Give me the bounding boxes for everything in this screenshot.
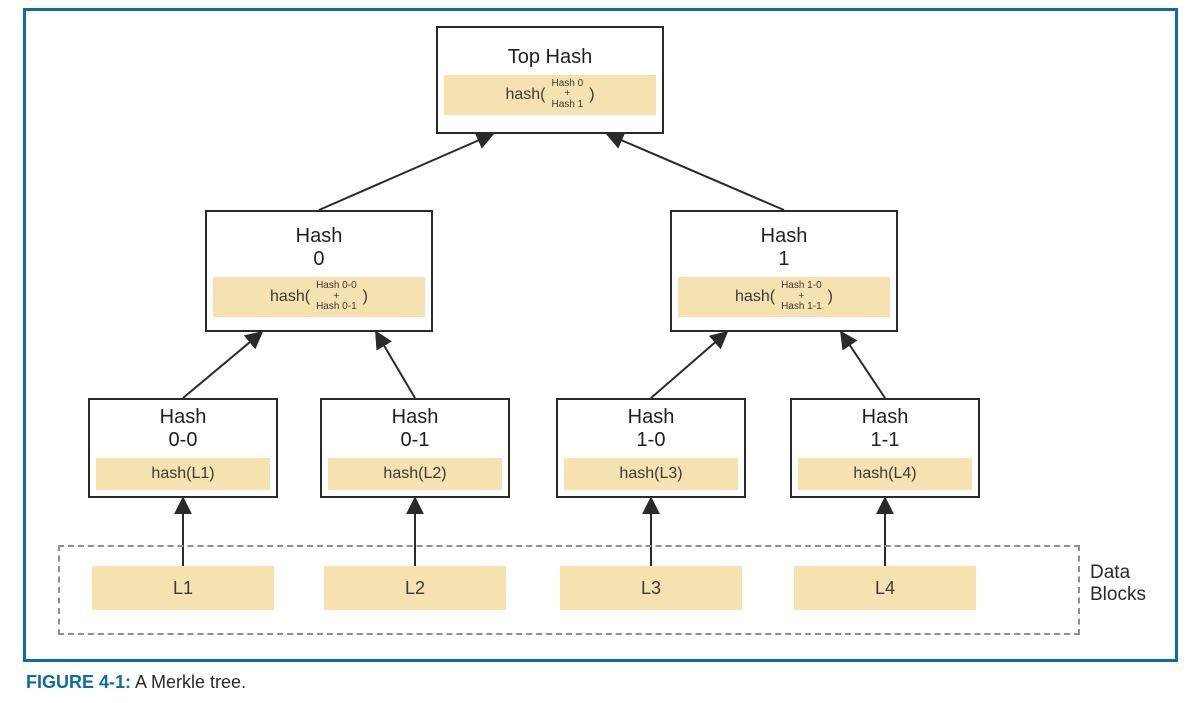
merkle-tree-diagram: Top Hash hash( Hash 0 + Hash 1) Hash 0 hash(… <box>0 0 1200 703</box>
leaf-block-L4: L4 <box>794 566 976 610</box>
leaf-block-L2: L2 <box>324 566 506 610</box>
leaf-label: L3 <box>641 578 661 599</box>
hash-inner: Hash 1-0 + Hash 1-1 <box>781 281 822 313</box>
node-title: Hash 0-0 <box>160 406 207 452</box>
node-h0: Hash 0 hash( Hash 0-0 + Hash 0-1) <box>205 210 433 332</box>
figure-caption-prefix: FIGURE 4-1: <box>26 672 131 692</box>
edge-h1-top <box>607 134 784 210</box>
leaf-label: L1 <box>173 578 193 599</box>
node-h11: Hash 1-1 hash(L4) <box>790 398 980 498</box>
node-title: Top Hash <box>508 46 593 69</box>
leaf-block-L3: L3 <box>560 566 742 610</box>
node-title: Hash 0 <box>296 225 343 271</box>
edge-h01-h0 <box>376 332 415 398</box>
page: Top Hash hash( Hash 0 + Hash 1) Hash 0 hash(… <box>0 0 1200 703</box>
node-top: Top Hash hash( Hash 0 + Hash 1) <box>436 26 664 134</box>
hash-text: hash(L3) <box>619 465 682 483</box>
hash-box: hash(L3) <box>564 458 738 490</box>
node-h1: Hash 1 hash( Hash 1-0 + Hash 1-1) <box>670 210 898 332</box>
node-title: Hash 1-1 <box>862 406 909 452</box>
data-blocks-label: Data Blocks <box>1090 562 1146 606</box>
hash-left: hash( <box>505 86 545 104</box>
leaf-label: L4 <box>875 578 895 599</box>
leaf-label: L2 <box>405 578 425 599</box>
hash-box: hash(L4) <box>798 458 972 490</box>
figure-caption-text: A Merkle tree. <box>131 672 246 692</box>
node-title: Hash 1 <box>761 225 808 271</box>
edge-h0-top <box>319 134 493 210</box>
edge-h10-h1 <box>651 332 727 398</box>
hash-box: hash( Hash 1-0 + Hash 1-1) <box>678 277 890 317</box>
hash-left: hash( <box>270 288 310 306</box>
hash-box: hash( Hash 0 + Hash 1) <box>444 75 656 115</box>
hash-box: hash(L1) <box>96 458 270 490</box>
node-h00: Hash 0-0 hash(L1) <box>88 398 278 498</box>
hash-text: hash(L2) <box>383 465 446 483</box>
hash-right: ) <box>589 86 594 104</box>
hash-text: hash(L1) <box>151 465 214 483</box>
hash-left: hash( <box>735 288 775 306</box>
hash-right: ) <box>363 288 368 306</box>
edge-h00-h0 <box>183 332 262 398</box>
hash-inner: Hash 0 + Hash 1 <box>552 79 584 111</box>
node-h01: Hash 0-1 hash(L2) <box>320 398 510 498</box>
hash-box: hash(L2) <box>328 458 502 490</box>
leaf-block-L1: L1 <box>92 566 274 610</box>
edge-h11-h1 <box>841 332 885 398</box>
hash-text: hash(L4) <box>853 465 916 483</box>
node-title: Hash 0-1 <box>392 406 439 452</box>
node-h10: Hash 1-0 hash(L3) <box>556 398 746 498</box>
node-title: Hash 1-0 <box>628 406 675 452</box>
hash-box: hash( Hash 0-0 + Hash 0-1) <box>213 277 425 317</box>
hash-inner: Hash 0-0 + Hash 0-1 <box>316 281 357 313</box>
figure-caption: FIGURE 4-1: A Merkle tree. <box>26 672 246 693</box>
hash-right: ) <box>828 288 833 306</box>
